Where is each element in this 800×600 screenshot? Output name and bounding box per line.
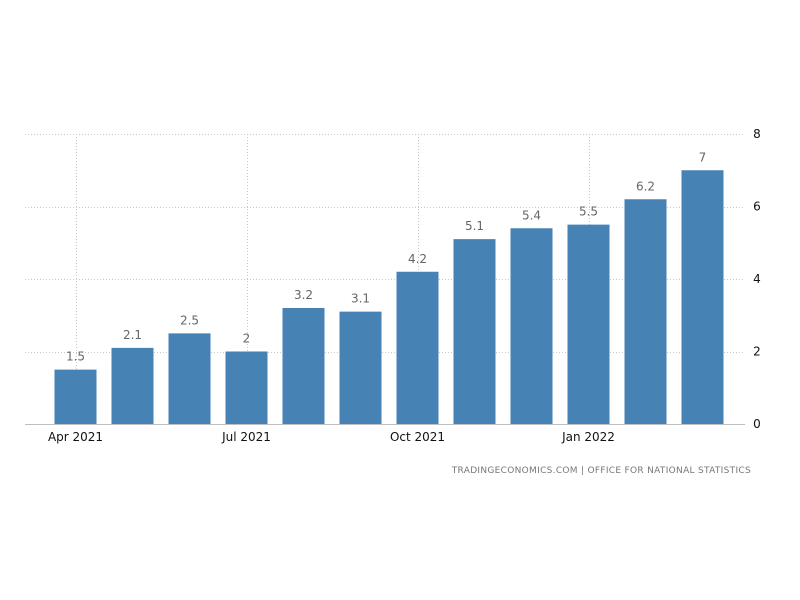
- bar: [396, 271, 439, 424]
- data-labels: 1.5 2.1 2.5 2 3.2 3.1 4.2 5.1 5.4 5.5 6.2 7: [66, 150, 706, 363]
- data-label: 3.1: [351, 292, 370, 306]
- bar: [225, 351, 268, 424]
- data-label: 5.4: [522, 208, 541, 222]
- bars: [54, 170, 724, 424]
- data-label: 6.2: [636, 179, 655, 193]
- y-tick-label: 4: [753, 272, 761, 286]
- bar: [111, 347, 154, 424]
- data-label: 3.2: [294, 288, 313, 302]
- bar: [510, 228, 553, 424]
- y-tick-label: 2: [753, 345, 761, 359]
- bar: [282, 308, 325, 424]
- x-tick-label: Jul 2021: [221, 430, 271, 444]
- data-label: 2.5: [180, 313, 199, 327]
- data-label: 5.5: [579, 205, 598, 219]
- data-label: 2.1: [123, 328, 142, 342]
- data-label: 2: [243, 332, 251, 346]
- x-tick-label: Apr 2021: [48, 430, 103, 444]
- data-label: 7: [699, 150, 707, 164]
- y-tick-label: 6: [753, 200, 761, 214]
- bar: [453, 239, 496, 424]
- y-tick-label: 8: [753, 127, 761, 141]
- y-tick-label: 0: [753, 417, 761, 431]
- bar: [567, 224, 610, 424]
- data-label: 1.5: [66, 350, 85, 364]
- data-label: 4.2: [408, 252, 427, 266]
- bar: [168, 333, 211, 424]
- source-text: TRADINGECONOMICS.COM | OFFICE FOR NATION…: [451, 466, 751, 476]
- x-tick-label: Oct 2021: [390, 430, 445, 444]
- x-tick-label: Jan 2022: [561, 430, 615, 444]
- data-label: 5.1: [465, 219, 484, 233]
- y-axis: 0 2 4 6 8: [753, 127, 761, 431]
- bar: [624, 199, 667, 424]
- bar: [339, 311, 382, 424]
- bar: [54, 369, 97, 424]
- bar: [681, 170, 724, 424]
- x-axis: Apr 2021 Jul 2021 Oct 2021 Jan 2022: [48, 430, 615, 444]
